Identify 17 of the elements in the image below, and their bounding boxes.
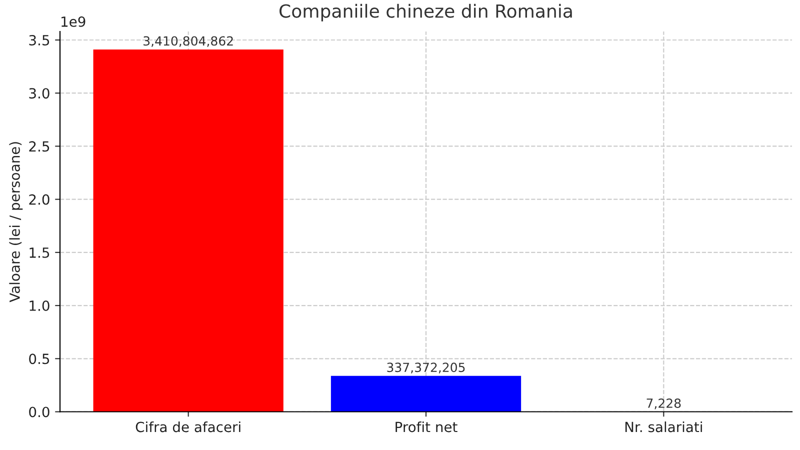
y-tick-label: 0.5 — [29, 354, 50, 364]
y-tick-label: 3.5 — [29, 34, 50, 46]
x-tick-label: Nr. salariati — [625, 421, 702, 432]
y-tick-label: 1.5 — [30, 248, 50, 258]
y-tick-label: 3.0 — [29, 88, 50, 99]
text: 1e9 — [62, 16, 86, 27]
y-tick-label: 0.0 — [29, 406, 50, 418]
y-tick-label: 1.0 — [30, 300, 50, 312]
annotation: 337,372,205 — [387, 362, 465, 374]
y-tick-label: 2.5 — [29, 141, 50, 152]
y-tick-label: 2.0 — [29, 194, 50, 205]
annotation: 7,228 — [646, 398, 681, 410]
annotation: 3,410,804,862 — [144, 36, 233, 47]
y-axis-title: Valoare (lei / persoane) — [9, 142, 23, 302]
x-tick-label: Cifra de afaceri — [136, 421, 240, 432]
x-tick-label: Profit net — [396, 421, 458, 432]
chart-title: Companiile chineze din Romania — [280, 4, 572, 22]
